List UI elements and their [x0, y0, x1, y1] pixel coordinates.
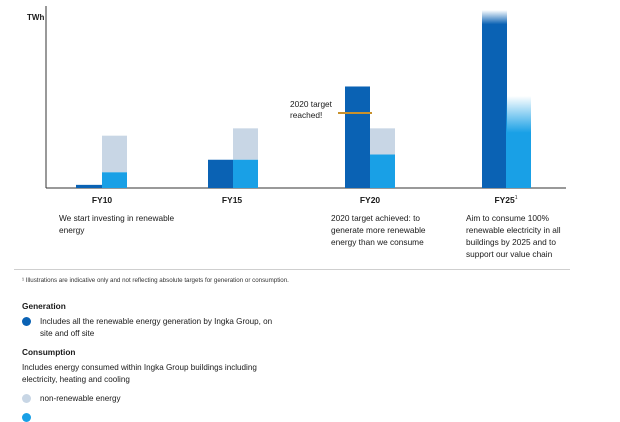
generation-bar: [208, 159, 233, 188]
generation-bar: [482, 10, 507, 189]
nonrenewable-bar: [370, 128, 395, 155]
renewable-bar: [506, 95, 531, 188]
generation-bar: [76, 184, 102, 188]
consumption-heading: Consumption: [22, 347, 76, 357]
renewable-bar: [233, 159, 258, 188]
category-label: FY10: [91, 195, 113, 205]
fy20-description: 2020 target achieved: to generate more r…: [331, 213, 426, 247]
category-label: FY251: [494, 195, 518, 205]
fy25-description: Aim to consume 100% renewable electricit…: [466, 213, 561, 259]
nonrenewable-label: non-renewable energy: [40, 394, 121, 403]
renewable-bar: [370, 154, 395, 188]
legend-nonrenewable: non-renewable energy: [22, 393, 222, 405]
generation-bar: [345, 86, 370, 188]
y-axis-label: TWh: [27, 13, 45, 22]
legend-generation: Includes all the renewable energy genera…: [22, 316, 322, 340]
category-label: FY15: [221, 195, 243, 205]
renewable-bar: [102, 172, 127, 188]
nonrenewable-dot-icon: [22, 394, 31, 403]
generation-text: Includes all the renewable energy genera…: [40, 317, 273, 338]
target-annotation: 2020 target reached!: [290, 99, 332, 120]
generation-heading: Generation: [22, 301, 66, 311]
nonrenewable-bar: [102, 135, 127, 173]
nonrenewable-bar: [233, 128, 258, 160]
divider: [14, 269, 570, 270]
renewable-dot-icon: [22, 413, 31, 422]
generation-dot-icon: [22, 317, 31, 326]
chart: [45, 6, 566, 189]
category-label: FY20: [359, 195, 381, 205]
footnote: ¹ Illustrations are indicative only and …: [22, 277, 289, 284]
fy10-description: We start investing in renewable energy: [59, 213, 175, 235]
consumption-text: Includes energy consumed within Ingka Gr…: [22, 363, 257, 384]
